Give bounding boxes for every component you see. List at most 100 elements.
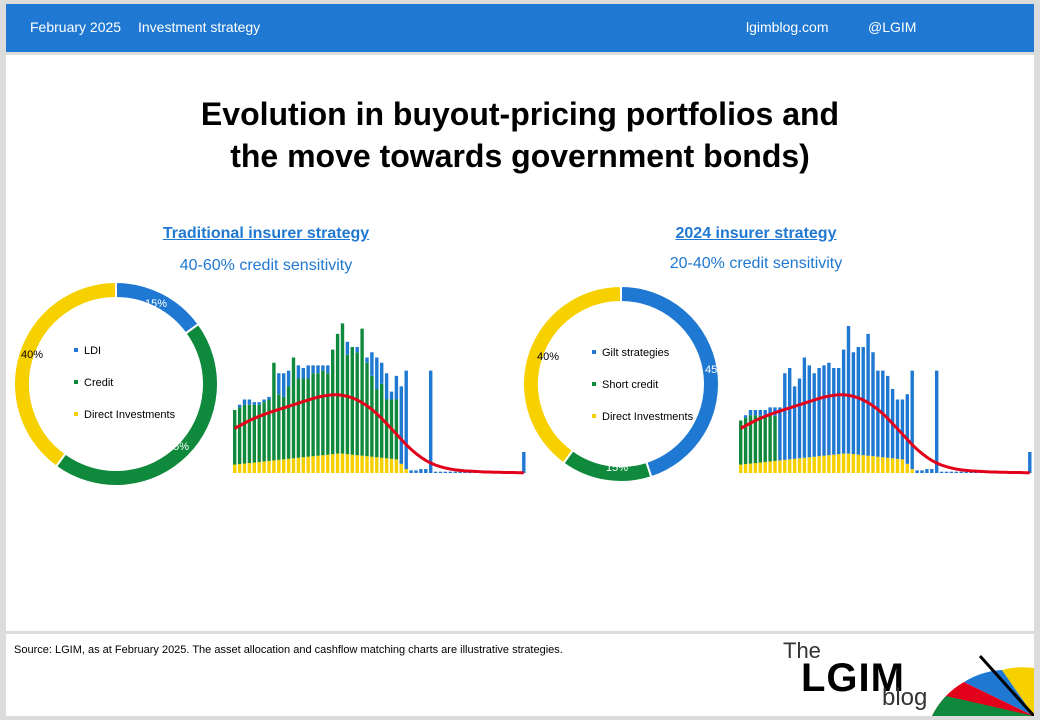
- traditional-cashflow-bar-0-5: [257, 461, 261, 473]
- traditional-cashflow-bar-2-30: [380, 362, 384, 384]
- insurer-2024-cashflow-bar-0-13: [802, 457, 807, 473]
- traditional-cashflow-bar-1-10: [282, 396, 286, 460]
- insurer-2024-cashflow-bar-0-30: [886, 457, 890, 473]
- traditional-cashflow-bar-1-29: [375, 389, 379, 458]
- insurer-2024-cashflow-bar-2-28: [876, 370, 880, 457]
- header-site-link[interactable]: lgimblog.com: [746, 19, 829, 35]
- traditional-cashflow-bar-2-23: [345, 341, 350, 355]
- insurer-2024-cashflow-bar-2-4: [758, 410, 762, 416]
- insurer-2024-cashflow-bar-2-12: [797, 378, 802, 459]
- insurer-2024-title: 2024 insurer strategy: [675, 225, 837, 242]
- traditional-donut-slice-label-2: 40%: [21, 349, 43, 361]
- insurer-2024-subtitle: 20-40% credit sensitivity: [669, 255, 843, 272]
- traditional-cashflow-bar-2-59: [522, 452, 526, 473]
- traditional-cashflow-bar-2-42: [438, 471, 443, 473]
- insurer-2024-cashflow-bar-2-5: [763, 410, 767, 417]
- traditional-cashflow-bar-0-31: [384, 458, 389, 473]
- traditional-donut-legend-swatch-0: [74, 348, 78, 352]
- traditional-cashflow-bar-0-18: [321, 455, 325, 473]
- traditional-cashflow-bar-0-14: [301, 457, 305, 473]
- insurer-2024-donut-slice-label-0: 45%: [705, 364, 727, 376]
- traditional-cashflow-bar-0-16: [311, 456, 315, 473]
- insurer-2024-donut-slice-2: [522, 284, 622, 465]
- insurer-2024-cashflow-bar-2-44: [954, 471, 958, 473]
- insurer-2024-cashflow-bar-0-18: [827, 455, 831, 473]
- header-twitter-handle[interactable]: @LGIM: [868, 19, 917, 35]
- traditional-cashflow-bar-0-7: [267, 460, 271, 473]
- traditional-cashflow-bar-2-3: [247, 399, 252, 405]
- traditional-cashflow-bar-1-16: [311, 373, 315, 457]
- traditional-cashflow-bar-2-44: [448, 471, 452, 473]
- traditional-cashflow-bar-1-25: [355, 352, 359, 456]
- header-date: February 2025: [30, 19, 122, 35]
- traditional-donut-legend-swatch-1: [74, 380, 78, 384]
- insurer-2024-donut-legend-swatch-1: [592, 382, 596, 386]
- insurer-2024-cashflow-bar-0-8: [778, 460, 782, 473]
- traditional-cashflow-bar-0-26: [360, 455, 364, 473]
- traditional-cashflow-bar-1-18: [321, 370, 325, 456]
- header-category[interactable]: Investment strategy: [138, 19, 261, 35]
- insurer-2024-cashflow-bar-0-11: [792, 458, 797, 473]
- insurer-2024-cashflow-bar-2-36: [915, 470, 919, 473]
- traditional-cashflow-bar-0-20: [331, 454, 335, 473]
- traditional-cashflow-bar-2-18: [321, 365, 325, 371]
- traditional-cashflow-bar-0-4: [252, 462, 256, 473]
- insurer-2024-cashflow-bar-0-35: [910, 469, 914, 473]
- traditional-donut-legend-label-1: Credit: [84, 377, 113, 389]
- insurer-2024-cashflow-bar-2-16: [817, 368, 821, 457]
- traditional-cashflow-bar-2-9: [277, 373, 281, 395]
- insurer-2024-cashflow-liability-line: [739, 393, 1030, 475]
- insurer-2024-cashflow-bar-0-9: [783, 459, 787, 473]
- insurer-2024-donut-legend-label-0: Gilt strategies: [602, 347, 670, 359]
- traditional-donut-slice-1: [54, 322, 219, 487]
- traditional-cashflow-bar-2-33: [394, 375, 399, 400]
- traditional-cashflow-bar-2-39: [424, 469, 428, 473]
- traditional-cashflow-bar-2-5: [257, 402, 261, 405]
- traditional-cashflow-bar-2-36: [409, 470, 413, 473]
- traditional-cashflow-bar-2-4: [252, 402, 256, 405]
- insurer-2024-donut-legend-swatch-2: [592, 414, 596, 418]
- traditional-cashflow-bar-1-24: [350, 347, 354, 455]
- insurer-2024-cashflow-bar-1-1: [743, 417, 748, 465]
- traditional-cashflow-bar-1-0: [233, 410, 237, 465]
- insurer-2024-cashflow-bar-2-21: [841, 349, 846, 454]
- insurer-2024-cashflow-bar-0-17: [822, 455, 826, 473]
- traditional-cashflow-bar-1-33: [394, 399, 399, 460]
- insurer-2024-cashflow-bar-2-20: [837, 368, 841, 455]
- traditional-cashflow-bar-2-37: [414, 470, 418, 473]
- traditional-cashflow-bar-2-14: [301, 368, 305, 379]
- traditional-cashflow-bar-0-33: [394, 459, 399, 473]
- traditional-cashflow-bar-1-14: [301, 378, 305, 458]
- traditional-cashflow-bar-2-45: [453, 471, 457, 473]
- insurer-2024-cashflow-bar-2-6: [768, 407, 772, 415]
- insurer-2024-donut-slice-label-2: 40%: [537, 351, 559, 363]
- traditional-cashflow-bar-1-31: [384, 399, 389, 459]
- insurer-2024-cashflow-bar-2-2: [748, 410, 753, 416]
- traditional-cashflow-bar-2-1: [237, 404, 242, 408]
- insurer-2024-cashflow-bar-2-22: [846, 326, 851, 454]
- insurer-2024-cashflow-bar-2-15: [812, 373, 816, 457]
- insurer-2024-cashflow-bar-0-24: [856, 454, 860, 473]
- insurer-2024-cashflow-bar-0-14: [807, 457, 811, 473]
- insurer-2024-cashflow-bar-0-22: [846, 453, 851, 473]
- insurer-2024-cashflow-bar-2-43: [949, 471, 954, 473]
- insurer-2024-cashflow-bar-2-40: [935, 370, 939, 473]
- insurer-2024-cashflow-bar-0-26: [866, 455, 870, 473]
- traditional-cashflow-bar-1-20: [331, 349, 335, 455]
- insurer-2024-cashflow-bar-0-32: [895, 458, 900, 473]
- traditional-cashflow-bar-0-28: [370, 456, 374, 473]
- traditional-cashflow-bar-2-46: [458, 471, 462, 473]
- traditional-cashflow-bar-0-32: [389, 458, 394, 473]
- traditional-cashflow-bar-0-22: [340, 453, 345, 473]
- traditional-cashflow-bar-0-1: [237, 464, 242, 473]
- insurer-2024-cashflow-bar-2-35: [910, 370, 914, 470]
- traditional-cashflow-bar-1-22: [340, 323, 345, 454]
- insurer-2024-cashflow-bar-2-26: [866, 333, 870, 456]
- traditional-cashflow-bar-1-12: [291, 357, 296, 459]
- traditional-cashflow-bar-1-11: [286, 386, 291, 459]
- traditional-cashflow-bar-0-10: [282, 459, 286, 473]
- insurer-2024-cashflow-bar-2-59: [1028, 452, 1032, 473]
- insurer-2024-cashflow-bar-2-17: [822, 365, 826, 456]
- traditional-cashflow-bar-0-23: [345, 454, 350, 473]
- traditional-cashflow-bar-1-27: [365, 362, 369, 457]
